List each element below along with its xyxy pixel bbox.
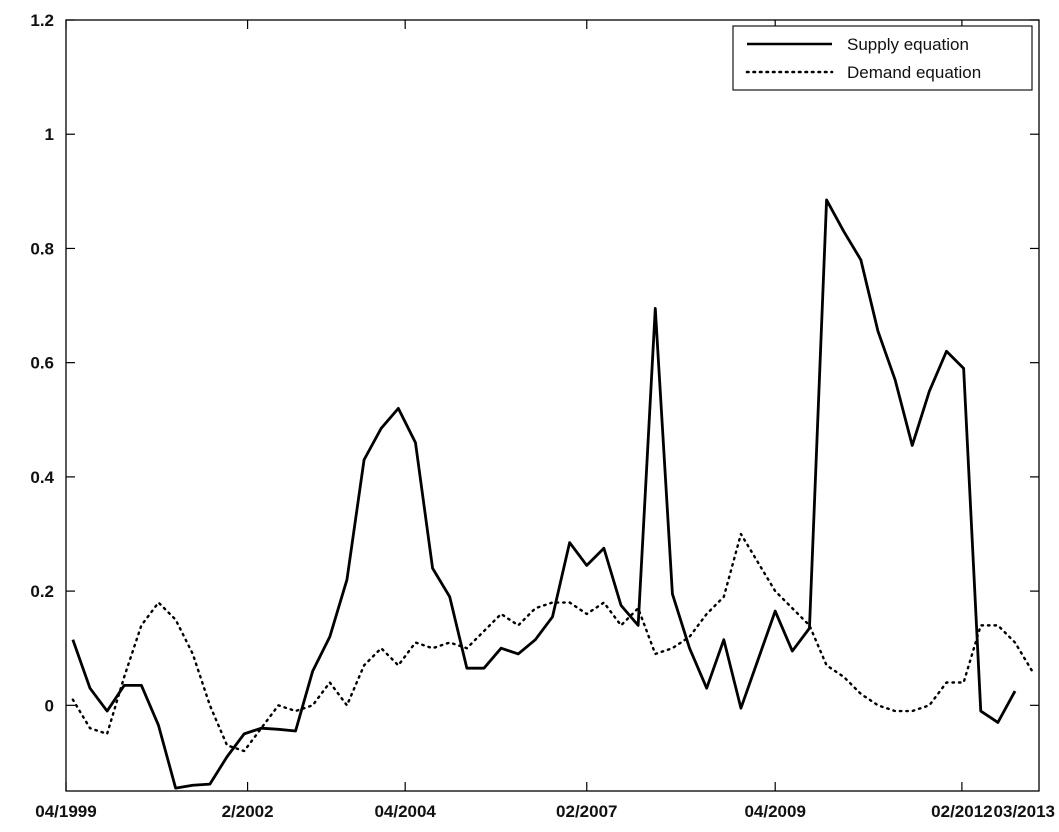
x-tick-label: 04/1999 [35,802,96,821]
series-lines [71,198,1034,790]
y-tick-label: 0.6 [30,354,54,373]
y-tick-label: 1.2 [30,11,54,30]
y-tick-label: 1 [45,125,54,144]
legend-label-demand: Demand equation [847,63,981,82]
x-tick-label: 03/2013 [994,802,1055,821]
x-axis: 04/1999 2/2002 04/2004 02/2007 04/2009 02/201… [35,20,1055,821]
y-tick-label: 0.4 [30,468,54,487]
supply-series-line [71,198,1017,790]
legend: Supply equation Demand equation [732,25,1033,91]
x-tick-label: 02/2012 [931,802,992,821]
x-tick-label: 04/2004 [374,802,436,821]
x-tick-label: 02/2007 [556,802,617,821]
y-tick-label: 0.8 [30,239,54,258]
plot-area [65,19,1040,792]
x-tick-label: 2/2002 [222,802,274,821]
legend-label-supply: Supply equation [847,35,969,54]
y-tick-label: 0 [45,696,54,715]
demand-series-line [71,532,1034,753]
y-tick-label: 0.2 [30,582,54,601]
y-axis: 0 0.2 0.4 0.6 0.8 1 1.2 [30,11,1039,715]
x-tick-label: 04/2009 [744,802,805,821]
legend-box [732,25,1033,91]
